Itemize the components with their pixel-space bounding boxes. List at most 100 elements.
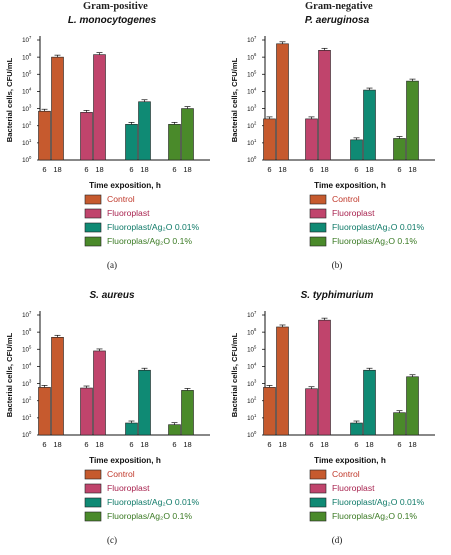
y-tick-label: 10: [247, 364, 254, 371]
panel-label: (a): [107, 260, 117, 270]
panel-label: (c): [107, 535, 117, 545]
y-tick-exponent: 6: [29, 327, 32, 332]
y-tick-label: 10: [247, 89, 254, 96]
y-tick-exponent: 2: [29, 121, 32, 126]
bar: [393, 412, 406, 436]
bar: [93, 54, 106, 161]
y-tick-exponent: 3: [254, 379, 257, 384]
x-tick-label: 18: [408, 440, 416, 449]
x-tick-label: 6: [354, 165, 358, 174]
y-tick-exponent: 1: [29, 413, 32, 418]
bar: [263, 387, 276, 436]
y-tick-exponent: 5: [29, 69, 32, 74]
x-axis-label: Time exposition, h: [314, 456, 386, 465]
x-tick-label: 18: [53, 440, 61, 449]
y-tick-label: 10: [22, 89, 29, 96]
y-tick-label: 10: [22, 415, 29, 422]
gram-negative-header: Gram-negative: [305, 1, 373, 12]
y-tick-exponent: 1: [254, 138, 257, 143]
x-tick-label: 6: [309, 165, 313, 174]
x-tick-label: 18: [278, 440, 286, 449]
x-tick-label: 6: [397, 165, 401, 174]
legend-swatch: [84, 222, 102, 233]
bar: [138, 369, 151, 436]
legend-label: Control: [107, 469, 135, 479]
legend-swatch: [309, 208, 327, 219]
x-tick-label: 18: [278, 165, 286, 174]
y-tick-label: 10: [247, 54, 254, 61]
legend-label: Control: [107, 194, 135, 204]
y-tick-label: 10: [247, 415, 254, 422]
panel-d: S. typhimurium Bacterial cells, CFU/mL 10 0…: [225, 275, 450, 550]
legend-label: Fluoroplast: [332, 483, 375, 493]
y-tick-exponent: 0: [29, 155, 32, 160]
x-tick-label: 18: [183, 165, 191, 174]
chart-a: L. monocytogenes Bacterial cells, CFU/mL 1…: [5, 15, 210, 270]
bar: [393, 138, 406, 161]
x-tick-label: 18: [140, 165, 148, 174]
y-tick-label: 10: [247, 381, 254, 388]
y-tick-exponent: 7: [29, 35, 32, 40]
y-tick-label: 10: [247, 329, 254, 336]
panel-label: (d): [332, 535, 343, 545]
legend-swatch: [309, 511, 327, 522]
legend-swatch: [309, 483, 327, 494]
legend-swatch: [84, 497, 102, 508]
y-tick-label: 10: [22, 140, 29, 147]
y-tick-exponent: 2: [254, 396, 257, 401]
y-tick-exponent: 6: [254, 327, 257, 332]
bar: [181, 390, 194, 436]
x-tick-label: 6: [267, 440, 271, 449]
legend-swatch: [84, 469, 102, 480]
gram-positive-header: Gram-positive: [83, 1, 148, 12]
y-tick-exponent: 3: [29, 104, 32, 109]
legend-label: Fluoroplast: [107, 483, 150, 493]
y-tick-label: 10: [247, 106, 254, 113]
legend-label: Fluoroplas/Ag₂O 0.1%: [107, 236, 192, 246]
x-tick-label: 18: [183, 440, 191, 449]
y-tick-label: 10: [247, 123, 254, 130]
legend-swatch: [84, 194, 102, 205]
y-tick-label: 10: [22, 364, 29, 371]
x-tick-label: 18: [408, 165, 416, 174]
bar: [350, 139, 363, 161]
x-tick-label: 6: [84, 165, 88, 174]
legend-label: Control: [332, 194, 360, 204]
x-tick-label: 18: [53, 165, 61, 174]
bar: [138, 101, 151, 161]
bar: [350, 422, 363, 436]
legend-label: Fluoroplas/Ag₂O 0.1%: [332, 236, 417, 246]
panel-b: P. aeruginosa Bacterial cells, CFU/mL 10 0 1…: [225, 0, 450, 275]
y-tick-exponent: 0: [254, 155, 257, 160]
x-axis-label: Time exposition, h: [89, 181, 161, 190]
legend-swatch: [84, 208, 102, 219]
legend-swatch: [309, 222, 327, 233]
y-tick-exponent: 6: [29, 52, 32, 57]
bar: [38, 110, 51, 161]
x-tick-label: 6: [42, 440, 46, 449]
bar: [276, 43, 289, 161]
y-tick-label: 10: [247, 37, 254, 44]
x-tick-label: 18: [140, 440, 148, 449]
y-tick-exponent: 5: [254, 69, 257, 74]
x-tick-label: 18: [95, 440, 103, 449]
panel-a: L. monocytogenes Bacterial cells, CFU/mL 1…: [0, 0, 225, 275]
y-tick-exponent: 1: [254, 413, 257, 418]
y-tick-label: 10: [22, 381, 29, 388]
bar: [276, 326, 289, 436]
x-tick-label: 6: [172, 165, 176, 174]
bar: [38, 387, 51, 436]
x-tick-label: 18: [95, 165, 103, 174]
y-tick-exponent: 2: [254, 121, 257, 126]
x-tick-label: 6: [129, 165, 133, 174]
chart-title: L. monocytogenes: [68, 15, 157, 26]
bar: [80, 387, 93, 436]
y-tick-label: 10: [22, 329, 29, 336]
y-axis-label: Bacterial cells, CFU/mL: [230, 57, 239, 142]
y-tick-exponent: 3: [29, 379, 32, 384]
x-tick-label: 18: [320, 165, 328, 174]
y-tick-exponent: 5: [29, 344, 32, 349]
